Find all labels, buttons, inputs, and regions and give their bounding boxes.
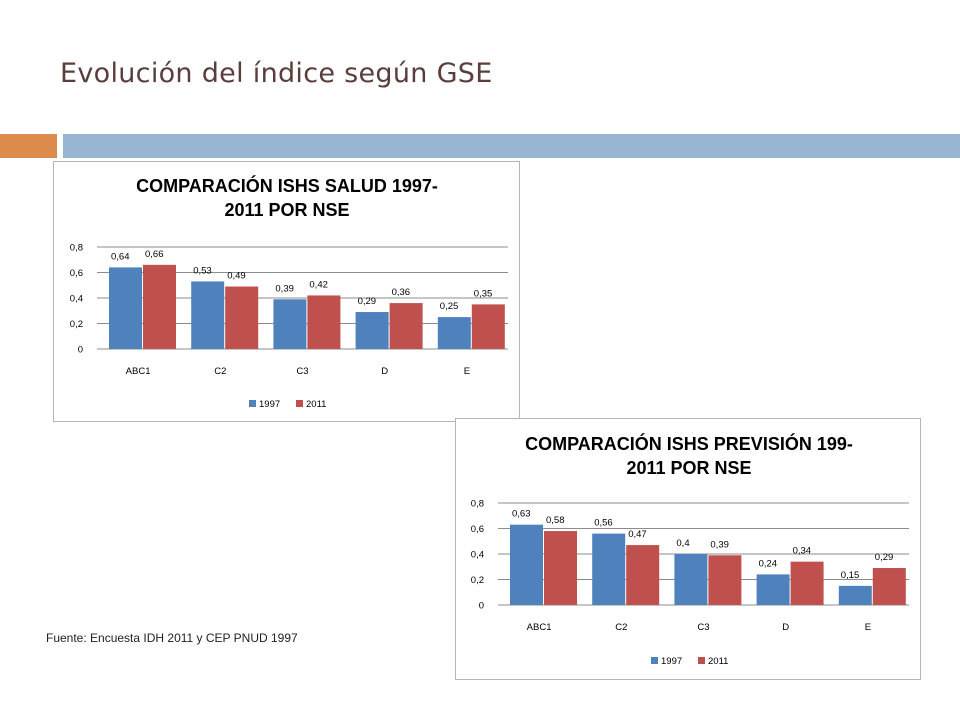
chart-salud-data-label: 0,35 (474, 288, 493, 299)
chart-prevision-data-label: 0,63 (512, 509, 531, 520)
chart-salud-bar-1997 (191, 281, 225, 349)
chart-salud-ytick-label: 0,2 (70, 319, 83, 330)
chart-salud-bar-2011 (143, 264, 176, 349)
chart-prevision-ytick-label: 0,8 (471, 499, 484, 510)
chart-prevision-data-label: 0,4 (676, 538, 689, 549)
chart-prevision-title-line: COMPARACIÓN ISHS PREVISIÓN 199- (525, 433, 853, 454)
chart-salud-ytick-label: 0,8 (70, 243, 83, 254)
chart-prevision-data-label: 0,58 (546, 515, 565, 526)
chart-prevision-svg: COMPARACIÓN ISHS PREVISIÓN 199- 2011 POR … (471, 433, 909, 667)
chart-salud-data-label: 0,64 (111, 251, 130, 262)
chart-salud-category-label: D (381, 366, 388, 377)
chart-salud-data-label: 0,29 (358, 296, 377, 307)
chart-prevision-legend-swatch (698, 657, 705, 664)
chart-salud-bar-2011 (389, 303, 423, 349)
chart-salud-category-label: ABC1 (126, 366, 151, 377)
chart-salud-category-label: C2 (214, 366, 226, 377)
chart-prevision-legend-label: 2011 (708, 656, 728, 667)
chart-salud-bar-1997 (355, 312, 389, 349)
chart-salud-data-label: 0,42 (309, 279, 328, 290)
source-note: Fuente: Encuesta IDH 2011 y CEP PNUD 199… (46, 631, 298, 645)
chart-salud-bar-1997 (437, 317, 471, 349)
chart-prevision-bar-1997 (510, 524, 543, 605)
chart-prevision-category-label: C2 (615, 622, 627, 633)
chart-salud-ytick-label: 0,6 (70, 268, 83, 279)
chart-prevision-category-label: E (865, 622, 871, 633)
chart-prevision-category-label: D (782, 622, 789, 633)
chart-prevision-bar-1997 (674, 554, 708, 605)
chart-prevision-data-label: 0,39 (710, 539, 729, 550)
chart-salud-category-label: C3 (296, 366, 308, 377)
chart-salud-legend-label: 1997 (259, 399, 280, 410)
chart-prevision-bar-1997 (838, 585, 872, 605)
chart-salud-bar-2011 (471, 304, 505, 349)
chart-salud-data-label: 0,25 (440, 301, 459, 312)
chart-salud: COMPARACIÓN ISHS SALUD 1997- 2011 POR NSE… (53, 161, 520, 422)
chart-prevision-data-label: 0,47 (628, 529, 647, 540)
chart-prevision-ytick-label: 0 (479, 601, 484, 612)
chart-prevision-data-label: 0,15 (841, 570, 860, 581)
chart-prevision-bar-2011 (790, 561, 824, 605)
chart-salud-data-label: 0,49 (227, 271, 246, 282)
chart-salud-legend-label: 2011 (306, 399, 326, 410)
chart-salud-svg: COMPARACIÓN ISHS SALUD 1997- 2011 POR NSE… (70, 175, 508, 410)
chart-prevision-data-label: 0,24 (759, 558, 778, 569)
chart-salud-data-label: 0,53 (193, 265, 212, 276)
chart-salud-legend-swatch (249, 400, 256, 407)
chart-salud-legend-swatch (296, 400, 303, 407)
slide-title: Evolución del índice según GSE (60, 58, 493, 89)
chart-prevision-bar-1997 (592, 533, 626, 605)
chart-prevision-ytick-label: 0,4 (471, 550, 484, 561)
accent-bar-blue (63, 134, 960, 158)
chart-prevision-title-line: 2011 POR NSE (626, 458, 751, 478)
chart-salud-category-label: E (464, 366, 470, 377)
chart-prevision-legend-label: 1997 (661, 656, 682, 667)
chart-salud-data-label: 0,66 (145, 249, 164, 260)
chart-prevision-category-label: ABC1 (527, 622, 552, 633)
chart-salud-title-line: COMPARACIÓN ISHS SALUD 1997- (136, 175, 438, 196)
chart-salud-title-line: 2011 POR NSE (224, 200, 349, 220)
chart-prevision-bar-1997 (756, 574, 790, 605)
chart-salud-bar-1997 (273, 299, 307, 349)
chart-salud-ytick-label: 0,4 (70, 294, 83, 305)
chart-prevision-bar-2011 (708, 555, 742, 605)
chart-prevision-ytick-label: 0,2 (471, 575, 484, 586)
chart-prevision-bar-2011 (626, 545, 660, 605)
chart-prevision-data-label: 0,29 (875, 552, 894, 563)
chart-prevision: COMPARACIÓN ISHS PREVISIÓN 199- 2011 POR … (455, 418, 921, 680)
chart-prevision-legend-swatch (651, 657, 658, 664)
chart-prevision-data-label: 0,56 (594, 518, 613, 529)
chart-prevision-bar-2011 (544, 531, 577, 605)
chart-prevision-category-label: C3 (697, 622, 709, 633)
chart-salud-data-label: 0,36 (392, 287, 411, 298)
chart-salud-bar-2011 (225, 286, 259, 349)
chart-prevision-bar-2011 (872, 568, 906, 605)
chart-salud-ytick-label: 0 (78, 345, 83, 356)
chart-prevision-ytick-label: 0,6 (471, 524, 484, 535)
chart-prevision-data-label: 0,34 (793, 546, 812, 557)
chart-salud-bar-2011 (307, 295, 341, 349)
chart-salud-data-label: 0,39 (275, 283, 294, 294)
chart-salud-bar-1997 (109, 267, 142, 349)
accent-bar-orange (0, 134, 57, 158)
